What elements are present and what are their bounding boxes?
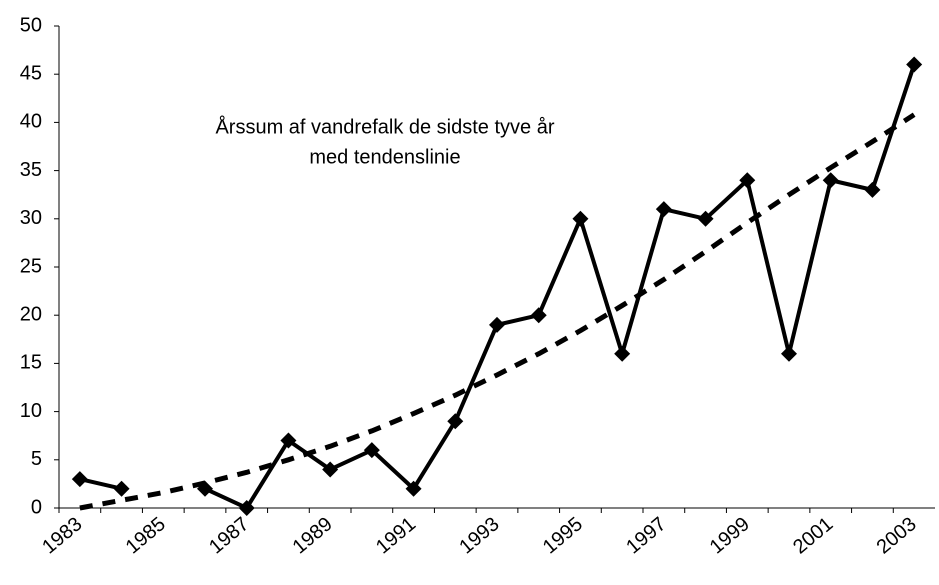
y-tick-label: 50 bbox=[20, 14, 42, 36]
y-tick-label: 25 bbox=[20, 255, 42, 277]
x-tick-label: 1985 bbox=[122, 513, 170, 558]
x-tick-label: 1997 bbox=[622, 513, 670, 558]
x-tick-label: 1999 bbox=[706, 513, 754, 558]
marker bbox=[71, 471, 88, 488]
chart-title: med tendenslinie bbox=[309, 146, 460, 168]
marker bbox=[697, 210, 714, 227]
marker bbox=[822, 172, 839, 189]
x-tick-label: 1993 bbox=[455, 513, 503, 558]
x-tick-label: 1989 bbox=[289, 513, 337, 558]
x-tick-label: 1995 bbox=[539, 513, 587, 558]
y-tick-label: 40 bbox=[20, 111, 42, 133]
marker bbox=[781, 345, 797, 362]
marker bbox=[238, 500, 255, 516]
marker bbox=[906, 56, 923, 73]
marker bbox=[655, 201, 672, 218]
x-tick-label: 1983 bbox=[38, 513, 86, 558]
marker bbox=[572, 210, 589, 227]
marker bbox=[322, 461, 339, 478]
marker bbox=[489, 316, 505, 333]
marker bbox=[864, 181, 881, 198]
x-tick-label: 2001 bbox=[789, 513, 837, 558]
marker bbox=[614, 345, 631, 362]
y-tick-label: 30 bbox=[20, 207, 42, 229]
x-tick-label: 2003 bbox=[873, 513, 921, 558]
y-tick-label: 0 bbox=[31, 496, 42, 518]
series-line bbox=[79, 63, 917, 510]
trend-line bbox=[79, 112, 916, 511]
x-tick-label: 1991 bbox=[372, 513, 420, 558]
y-tick-label: 35 bbox=[20, 159, 42, 181]
marker bbox=[280, 432, 297, 449]
chart-title: Årssum af vandrefalk de sidste tyve år bbox=[215, 115, 554, 138]
marker bbox=[447, 413, 464, 430]
marker bbox=[113, 480, 130, 497]
y-tick-label: 45 bbox=[20, 62, 42, 84]
y-tick-label: 20 bbox=[20, 303, 42, 325]
marker bbox=[530, 307, 547, 324]
marker bbox=[363, 442, 380, 459]
y-tick-label: 15 bbox=[20, 352, 42, 374]
x-tick-label: 1987 bbox=[205, 513, 253, 558]
marker bbox=[405, 480, 422, 497]
y-tick-label: 10 bbox=[20, 400, 42, 422]
marker bbox=[739, 172, 756, 189]
y-tick-label: 5 bbox=[31, 448, 42, 470]
